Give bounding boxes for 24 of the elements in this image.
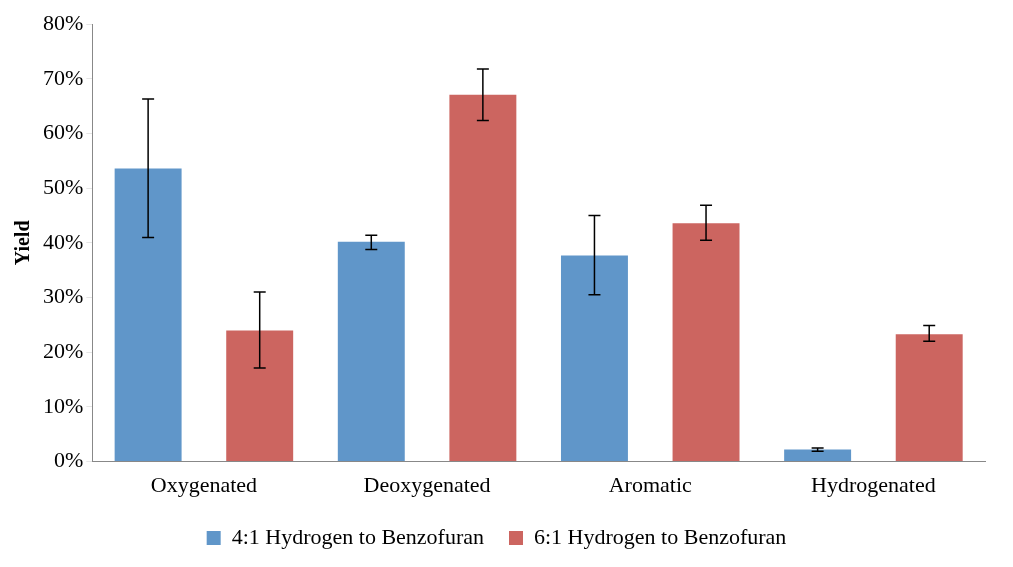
y-axis-title: Yield	[11, 220, 34, 266]
bar	[895, 334, 963, 462]
x-tick-label: Deoxygenated	[363, 471, 491, 497]
bar	[226, 330, 294, 462]
bar	[337, 241, 405, 462]
y-tick-label: 0%	[54, 447, 84, 473]
y-tick-label: 10%	[43, 392, 84, 418]
legend-label: 6:1 Hydrogen to Benzofuran	[534, 523, 787, 549]
y-tick-label: 40%	[43, 228, 84, 254]
bar	[784, 449, 852, 462]
y-tick-label: 70%	[43, 64, 84, 90]
y-tick-label: 80%	[43, 9, 84, 35]
x-tick-label: Hydrogenated	[811, 471, 936, 497]
y-tick-label: 50%	[43, 174, 84, 200]
y-tick-label: 30%	[43, 283, 84, 309]
y-tick-label: 60%	[43, 119, 84, 145]
bar	[449, 94, 517, 462]
legend-label: 4:1 Hydrogen to Benzofuran	[231, 523, 484, 549]
x-tick-label: Aromatic	[608, 471, 693, 497]
bar	[114, 168, 182, 462]
bar	[560, 255, 628, 462]
x-tick-label: Oxygenated	[150, 471, 258, 497]
bar	[672, 223, 740, 462]
y-tick-label: 20%	[43, 338, 84, 364]
